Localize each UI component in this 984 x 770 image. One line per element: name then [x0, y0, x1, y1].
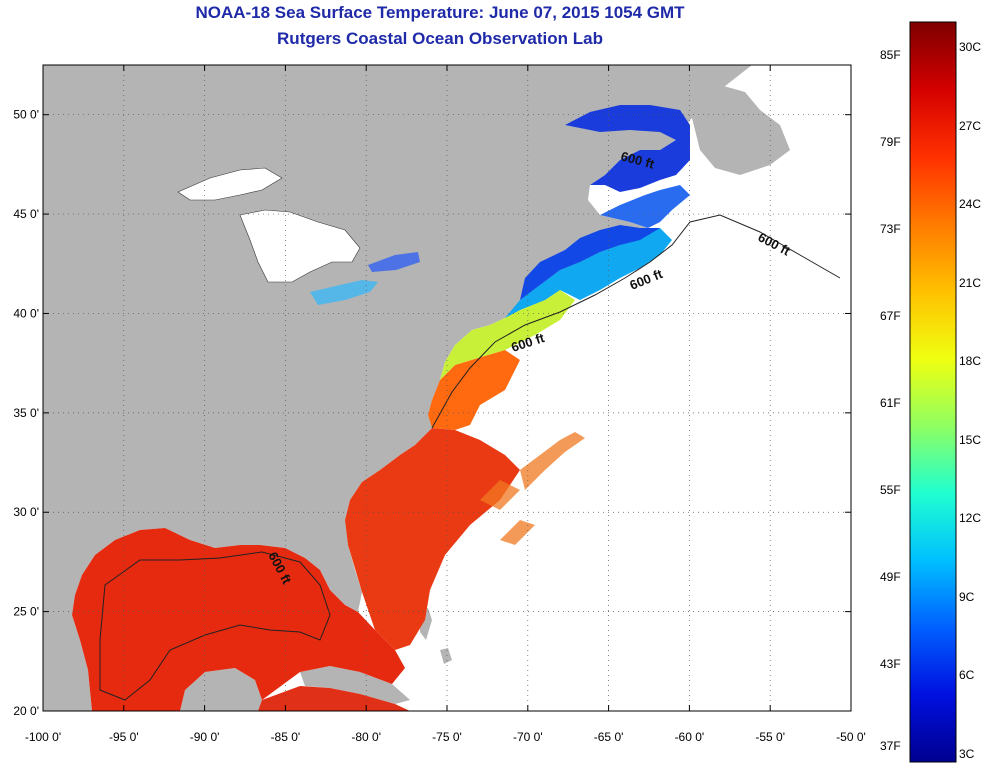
sst-scotian-shelf	[600, 185, 690, 228]
colorbar-f-label: 67F	[880, 309, 901, 323]
sst-gulf-stream-south	[345, 428, 520, 650]
colorbar	[909, 21, 957, 763]
land-north-america	[43, 65, 752, 711]
land-cuba	[300, 666, 410, 704]
x-tick-label: -100 0'	[25, 730, 61, 744]
y-tick-label: 30 0'	[13, 505, 39, 519]
sst-caribbean	[258, 686, 410, 711]
colorbar-c-label: 3C	[959, 746, 975, 761]
colorbar-c-label: 15C	[959, 432, 982, 447]
x-tick-label: -55 0'	[755, 730, 785, 744]
x-tick-label: -80 0'	[351, 730, 381, 744]
sst-gulf-of-maine	[520, 225, 660, 300]
lake-erie	[368, 252, 420, 272]
x-tick-label: -50 0'	[836, 730, 866, 744]
sst-new-england-shelf	[505, 228, 672, 318]
colorbar-f-label: 61F	[880, 396, 901, 410]
colorbar-c-label: 21C	[959, 275, 982, 290]
x-tick-label: -60 0'	[675, 730, 705, 744]
colorbar-c-label: 12C	[959, 511, 982, 525]
x-tick-label: -90 0'	[190, 730, 220, 744]
sst-offshore-streaks	[480, 432, 585, 545]
land-bahamas	[420, 608, 452, 664]
x-tick-label: -65 0'	[594, 730, 624, 744]
colorbar-c-label: 6C	[959, 668, 975, 682]
colorbar-f-label: 79F	[880, 135, 901, 149]
x-tick-label: -95 0'	[109, 730, 139, 744]
isobath-600ft	[431, 214, 841, 429]
colorbar-f-label: 37F	[880, 739, 901, 753]
colorbar-f-label: 43F	[880, 657, 901, 671]
land-yucatan	[180, 668, 262, 711]
x-tick-label: -70 0'	[513, 730, 543, 744]
axes: -100 0' -95 0' -90 0' -85 0' -80 0' -75 0' -70…	[13, 65, 866, 744]
land-newfoundland	[690, 85, 790, 175]
x-tick-label: -75 0'	[432, 730, 462, 744]
colorbar-c-label: 18C	[959, 354, 982, 368]
colorbar-f-label: 55F	[880, 483, 901, 497]
x-tick-label: -85 0'	[271, 730, 301, 744]
colorbar-f-label: 73F	[880, 222, 901, 236]
colorbar-f-label: 85F	[880, 48, 901, 62]
sst-gulf-of-mexico	[72, 528, 405, 711]
colorbar-c-label: 27C	[959, 118, 982, 133]
y-tick-label: 40 0'	[13, 306, 39, 320]
lake-ontario	[310, 280, 378, 305]
lake-superior	[177, 167, 283, 201]
y-tick-label: 35 0'	[13, 406, 39, 420]
sst-gulf-of-st-lawrence	[565, 105, 690, 192]
isobath-600ft-gulf	[99, 551, 331, 701]
y-tick-label: 50 0'	[13, 108, 39, 122]
sst-gulf-stream-mid	[428, 350, 520, 430]
colorbar-f-label: 49F	[880, 570, 901, 584]
map-title: NOAA-18 Sea Surface Temperature: June 07…	[195, 3, 685, 22]
y-tick-label: 25 0'	[13, 605, 39, 619]
colorbar-c-label: 9C	[959, 589, 975, 604]
lake-michigan-huron	[239, 209, 361, 283]
colorbar-c-label: 30C	[959, 40, 982, 54]
y-tick-label: 20 0'	[13, 704, 39, 718]
y-tick-label: 45 0'	[13, 207, 39, 221]
map-subtitle: Rutgers Coastal Ocean Observation Lab	[277, 29, 603, 48]
colorbar-c-label: 24C	[959, 197, 982, 211]
